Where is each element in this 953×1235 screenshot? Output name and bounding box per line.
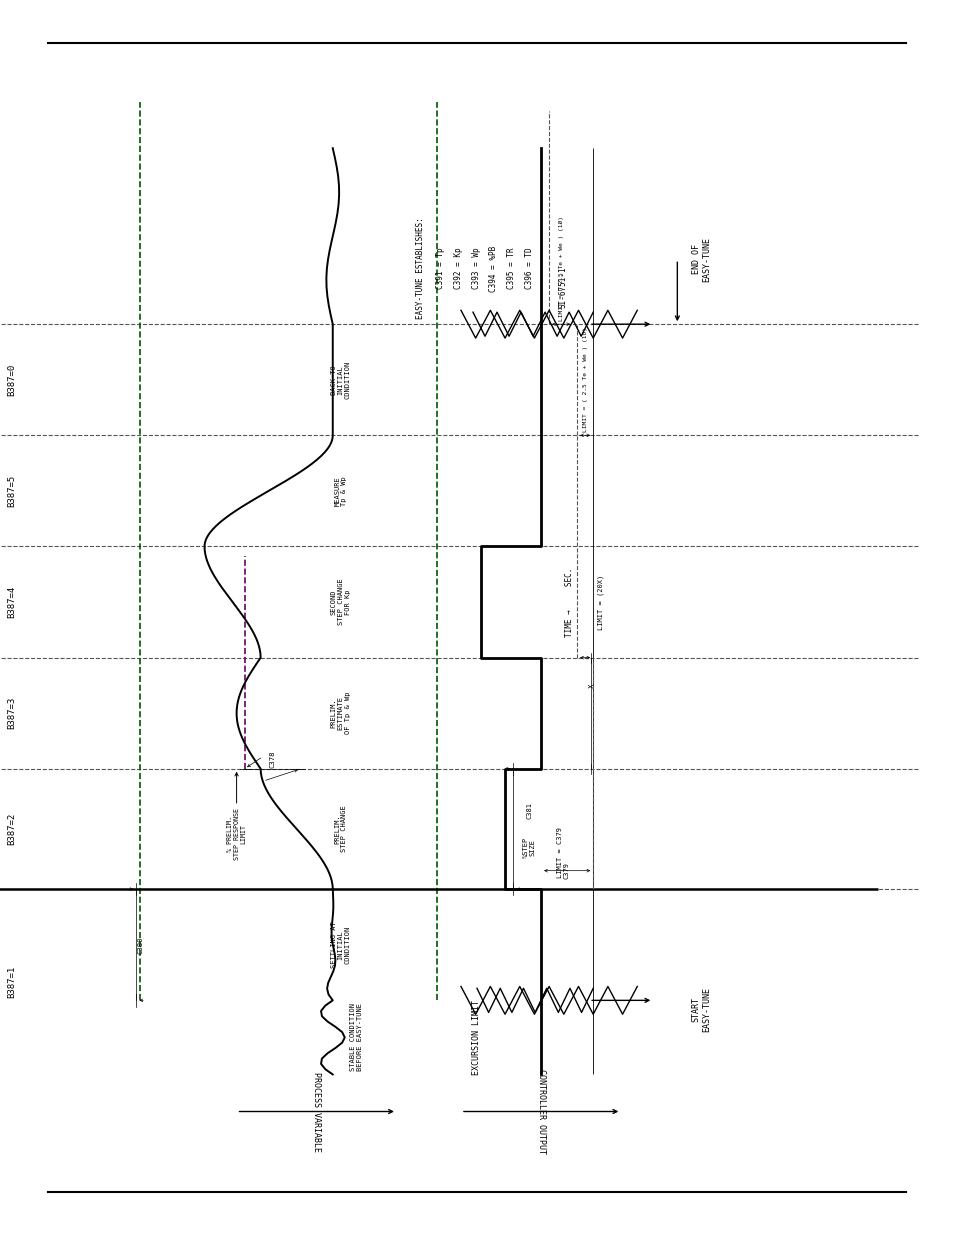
Text: EASY-TUNE ESTABLISHES:: EASY-TUNE ESTABLISHES: [416, 217, 425, 320]
Text: END OF
EASY-TUNE: END OF EASY-TUNE [691, 237, 710, 282]
Text: SETTLING AT
INITIAL
CONDITION: SETTLING AT INITIAL CONDITION [331, 921, 351, 968]
Text: C396 = TD: C396 = TD [524, 248, 533, 289]
Text: C393 = Wp: C393 = Wp [471, 248, 480, 289]
Text: CONTROLLER OUTPUT: CONTROLLER OUTPUT [536, 1070, 545, 1153]
Text: SECOND
STEP CHANGE
FOR Kp: SECOND STEP CHANGE FOR Kp [331, 579, 351, 625]
Text: MEASURE
Tp & Wp: MEASURE Tp & Wp [334, 475, 347, 506]
Text: C391 = Tp: C391 = Tp [436, 248, 445, 289]
Text: C378: C378 [270, 751, 275, 768]
Text: C394 = %PB: C394 = %PB [489, 246, 497, 291]
Text: C380: C380 [137, 936, 143, 953]
Text: % PRELIM.
STEP RESPONSE
LIMIT: % PRELIM. STEP RESPONSE LIMIT [227, 808, 246, 860]
Text: x: x [586, 683, 595, 688]
Text: C395 = TR: C395 = TR [506, 248, 516, 289]
Text: B387=5: B387=5 [8, 474, 17, 508]
Text: SI-6751-1: SI-6751-1 [558, 267, 567, 308]
Text: PRELIM.
STEP CHANGE: PRELIM. STEP CHANGE [334, 805, 347, 852]
Text: TIME →     SEC.: TIME → SEC. [564, 567, 573, 637]
Text: B387=1: B387=1 [8, 966, 17, 998]
Text: PRELIM.
ESTIMATE
OF Tp & Wp: PRELIM. ESTIMATE OF Tp & Wp [331, 692, 351, 735]
Text: STABLE CONDITION
BEFORE EASY-TUNE: STABLE CONDITION BEFORE EASY-TUNE [350, 1003, 363, 1072]
Text: C379: C379 [563, 862, 569, 879]
Text: B387=3: B387=3 [8, 697, 17, 730]
Text: B387=4: B387=4 [8, 585, 17, 619]
Text: BACK TO
INITIAL
CONDITION: BACK TO INITIAL CONDITION [331, 361, 351, 399]
Text: B387=2: B387=2 [8, 813, 17, 845]
Text: PROCESS VARIABLE: PROCESS VARIABLE [312, 1072, 321, 1151]
Text: B387=0: B387=0 [8, 363, 17, 396]
Text: %STEP
SIZE: %STEP SIZE [522, 837, 535, 858]
Text: LIMIT = ( 2.5 Te + We ) (1Ø): LIMIT = ( 2.5 Te + We ) (1Ø) [558, 216, 563, 321]
Text: LIMIT = (20X): LIMIT = (20X) [598, 574, 604, 630]
Text: EXCURSION LIMIT: EXCURSION LIMIT [472, 1000, 481, 1074]
Text: START
EASY-TUNE: START EASY-TUNE [691, 987, 710, 1032]
Text: C392 = Kp: C392 = Kp [454, 248, 462, 289]
Text: LIMIT = ( 2.5 Te + We ) (10): LIMIT = ( 2.5 Te + We ) (10) [582, 327, 587, 432]
Text: C381: C381 [525, 802, 532, 819]
Text: LIMIT = C379: LIMIT = C379 [557, 826, 562, 878]
